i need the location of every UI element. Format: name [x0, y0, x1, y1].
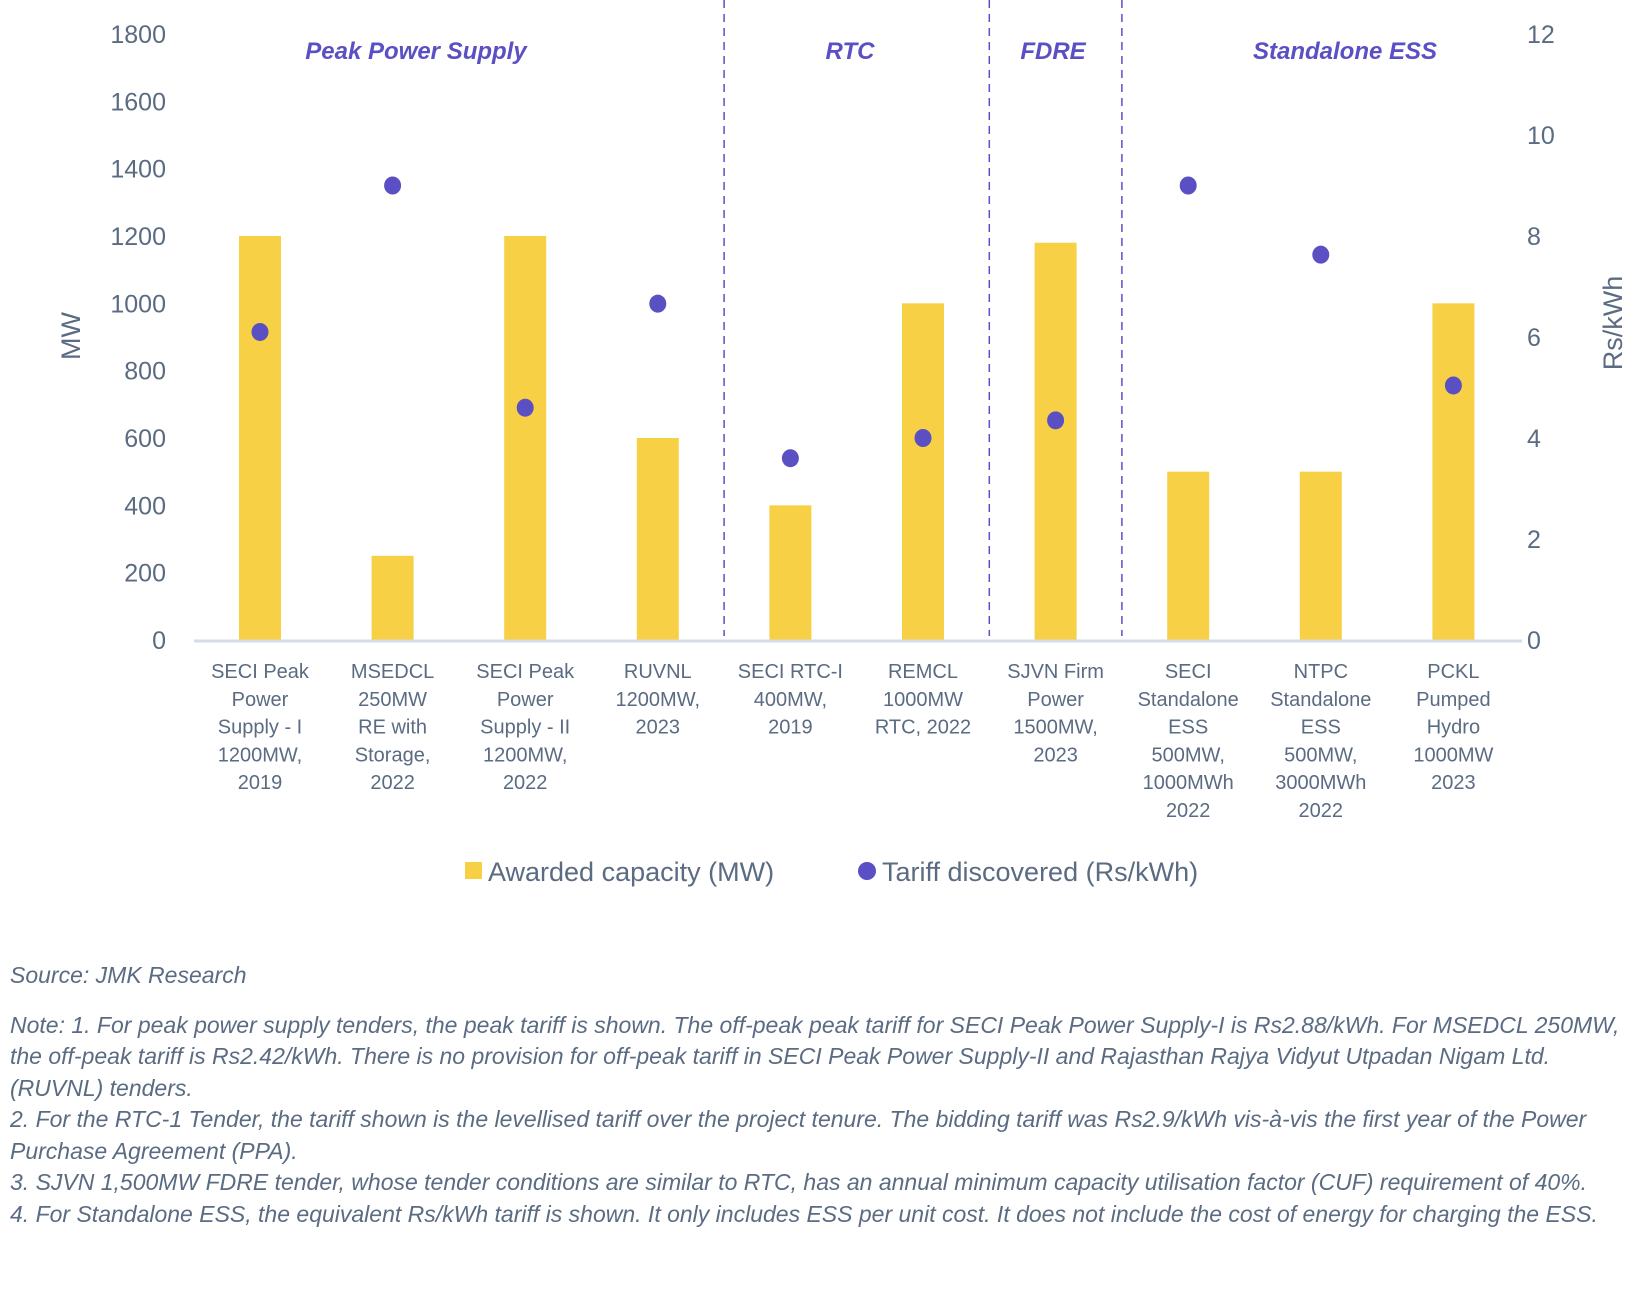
category-label: 3000MWh: [1275, 772, 1366, 794]
bar: [504, 236, 547, 640]
right-tick-label: 12: [1527, 21, 1555, 49]
category-label: Power: [1027, 689, 1084, 711]
right-tick-label: 0: [1527, 627, 1541, 655]
bar: [1432, 303, 1475, 640]
left-tick-label: 1400: [110, 156, 166, 184]
category-label: MSEDCL: [351, 661, 434, 683]
category-label: 2022: [1299, 800, 1344, 822]
bar: [769, 505, 812, 640]
category-label: NTPC: [1294, 661, 1348, 683]
tariff-point: [781, 449, 799, 468]
category-label: Storage,: [355, 744, 431, 766]
left-tick-label: 200: [124, 560, 166, 588]
category-label: SJVN Firm: [1007, 661, 1104, 683]
tariff-point: [1179, 176, 1197, 195]
combo-chart: 0 200 400 600 800 1000 1200 1400 1600 1800 0 2 4 6 8 10…: [56, 0, 1628, 887]
bar: [1167, 471, 1210, 640]
right-tick-label: 10: [1527, 122, 1555, 150]
tariff-point: [1312, 245, 1330, 264]
category-label: 2023: [636, 717, 681, 739]
category-label: SECI Peak: [211, 661, 310, 683]
left-tick-label: 600: [124, 425, 166, 453]
category-label: 1200MW,: [616, 689, 700, 711]
section-label: Standalone ESS: [1253, 38, 1437, 65]
category-label: 1000MW: [1413, 744, 1493, 766]
category-label: SECI: [1165, 661, 1212, 683]
note-1: Note: 1. For peak power supply tenders, …: [10, 1011, 1620, 1101]
category-label: 500MW,: [1284, 744, 1357, 766]
tariff-point: [649, 294, 667, 313]
category-label: Power: [497, 689, 554, 711]
category-label: 1000MW: [883, 689, 963, 711]
notes: Source: JMK Research Note: 1. For peak p…: [10, 960, 1630, 1230]
bar: [239, 236, 281, 640]
tariff-point: [1444, 376, 1462, 395]
category-label: RE with: [358, 717, 427, 739]
category-label: Standalone: [1270, 689, 1371, 711]
bar: [636, 438, 679, 640]
category-label: 2019: [238, 772, 283, 794]
bar: [902, 303, 944, 640]
tariff-point: [516, 398, 534, 417]
left-axis-label: MW: [56, 312, 86, 360]
category-label: 1200MW,: [218, 744, 302, 766]
category-label: Standalone: [1138, 689, 1239, 711]
category-label: 2022: [1166, 800, 1211, 822]
tariff-point: [384, 176, 402, 195]
note-3: 3. SJVN 1,500MW FDRE tender, whose tende…: [10, 1169, 1588, 1195]
category-label: SECI RTC-I: [738, 661, 843, 683]
category-label: RTC, 2022: [875, 717, 971, 739]
category-label: ESS: [1301, 717, 1341, 739]
category-label: 2022: [503, 772, 548, 794]
category-label: SECI Peak: [476, 661, 575, 683]
category-label: 1200MW,: [483, 744, 567, 766]
right-tick-label: 6: [1527, 324, 1541, 352]
note-2: 2. For the RTC-1 Tender, the tariff show…: [10, 1106, 1587, 1164]
legend-dot-swatch: [858, 862, 876, 880]
category-label: PCKL: [1427, 661, 1479, 683]
category-label: Hydro: [1427, 717, 1480, 739]
left-tick-label: 1200: [110, 223, 166, 251]
source-text: Source: JMK Research: [10, 962, 247, 988]
tariff-point: [1047, 411, 1065, 430]
bar: [371, 555, 414, 640]
bar: [1034, 242, 1077, 640]
category-label: RUVNL: [624, 661, 692, 683]
legend-bar-swatch: [465, 862, 482, 879]
category-label: 250MW: [358, 689, 427, 711]
category-label: 2019: [768, 717, 813, 739]
category-label: 1500MW,: [1013, 717, 1097, 739]
left-tick-label: 800: [124, 358, 166, 386]
left-tick-label: 1000: [110, 290, 166, 318]
tariff-point: [914, 429, 932, 447]
category-label: 2023: [1033, 744, 1078, 766]
left-tick-label: 400: [124, 492, 166, 520]
category-label: ESS: [1168, 717, 1208, 739]
right-tick-label: 8: [1527, 223, 1541, 251]
tariff-point: [251, 322, 269, 341]
category-label: 2022: [370, 772, 415, 794]
left-tick-label: 1800: [110, 21, 166, 49]
category-label: Supply - II: [480, 717, 570, 739]
bar: [1299, 471, 1342, 640]
legend-dot-label: Tariff discovered (Rs/kWh): [882, 857, 1198, 887]
category-label: REMCL: [888, 661, 958, 683]
section-label: RTC: [826, 38, 876, 65]
category-label: Supply - I: [218, 717, 302, 739]
left-tick-label: 1600: [110, 88, 166, 116]
category-label: Pumped: [1416, 689, 1491, 711]
right-axis-label: Rs/kWh: [1598, 276, 1628, 371]
category-label: 500MW,: [1152, 744, 1225, 766]
section-label: Peak Power Supply: [305, 38, 528, 65]
category-label: Power: [232, 689, 289, 711]
category-label: 400MW,: [754, 689, 827, 711]
category-label: 2023: [1431, 772, 1476, 794]
section-label: FDRE: [1020, 38, 1086, 65]
right-tick-label: 4: [1527, 425, 1541, 453]
legend-bar-label: Awarded capacity (MW): [488, 857, 774, 887]
left-tick-label: 0: [152, 627, 166, 655]
note-4: 4. For Standalone ESS, the equivalent Rs…: [10, 1200, 1598, 1227]
category-label: 1000MWh: [1143, 772, 1234, 794]
right-tick-label: 2: [1527, 526, 1541, 554]
